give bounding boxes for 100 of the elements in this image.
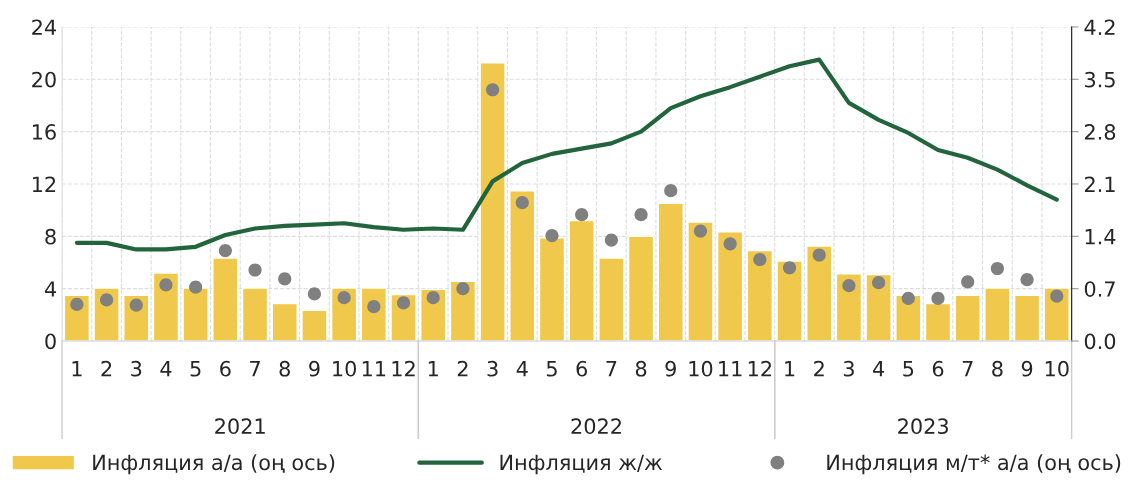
bar: [716, 231, 744, 342]
point: [278, 272, 292, 286]
text: 2022: [571, 418, 621, 435]
point: [367, 300, 381, 314]
x-tick-label: 5: [546, 361, 557, 377]
y2-tick-label: 0.7: [1084, 281, 1115, 297]
bar: [598, 257, 625, 342]
bar: [271, 302, 298, 342]
x-tick-label: 1: [72, 361, 82, 377]
point: [159, 278, 173, 292]
bar: [627, 235, 655, 342]
bar: [509, 190, 536, 342]
bar: [330, 287, 358, 342]
bar: [301, 309, 328, 342]
bar: [924, 302, 952, 342]
x-tick-label: 11: [719, 361, 742, 377]
bar: [479, 62, 506, 342]
point: [782, 261, 797, 275]
x-tick-label: 10: [689, 360, 713, 377]
legend-label: Инфляция м/т* а/а (оң ось): [827, 454, 1121, 475]
bar: [657, 202, 684, 342]
x-tick-label: 9: [1021, 360, 1033, 377]
x-tick-label: 6: [220, 360, 231, 377]
point: [1020, 273, 1034, 287]
x-tick-label: 4: [516, 361, 528, 377]
x-tick-label: 10: [333, 360, 356, 377]
point: [961, 275, 975, 289]
y2-tick-label: 2.8: [1084, 124, 1116, 140]
line-series: [74, 57, 1059, 252]
point: [99, 293, 114, 307]
y-tick-label: 4: [44, 281, 56, 297]
x-tick-label: 12: [392, 360, 415, 377]
x-tick-label: 8: [635, 360, 647, 377]
y2-tick-label: 0.0: [1084, 333, 1116, 350]
point: [515, 196, 529, 210]
bar: [984, 287, 1011, 342]
point: [753, 252, 767, 267]
legend-label: Инфляция а/а (оң ось): [93, 454, 335, 475]
x-tick-label: 5: [903, 361, 914, 377]
bar: [1013, 294, 1041, 342]
point: [456, 282, 470, 296]
point: [426, 291, 440, 305]
point: [575, 208, 589, 222]
text: 2023: [898, 418, 948, 435]
x-tick-label: 3: [131, 360, 142, 377]
x-tick-label: 9: [309, 360, 320, 377]
bar: [806, 245, 833, 342]
point: [396, 296, 411, 310]
point: [218, 243, 232, 258]
x-tick-label: 8: [279, 360, 290, 377]
y-tick-label: 12: [32, 176, 56, 192]
point: [337, 291, 351, 305]
bar: [212, 257, 239, 342]
x-tick-label: 4: [873, 361, 885, 377]
x-tick-label: 1: [428, 361, 438, 377]
point: [486, 83, 500, 97]
x-tick-label: 12: [748, 360, 772, 377]
x-tick-label: 6: [932, 360, 944, 377]
x-tick-label: 7: [250, 361, 260, 377]
y2-tick-label: 2.1: [1084, 176, 1115, 192]
bar: [241, 287, 269, 342]
x-tick-label: 2: [814, 360, 824, 377]
point: [812, 248, 826, 262]
x-tick-label: 3: [487, 360, 498, 377]
bar: [568, 219, 595, 342]
y-tick-label: 24: [32, 19, 56, 35]
point: [189, 280, 203, 294]
x-tick-label: 5: [190, 361, 201, 377]
y2-tick-label: 1.4: [1085, 229, 1116, 245]
bar: [1043, 287, 1070, 342]
y-tick-label: 20: [32, 71, 56, 88]
bar: [835, 273, 863, 342]
x-tick-label: 10: [1045, 360, 1069, 377]
bar: [538, 237, 566, 342]
point: [634, 208, 648, 222]
x-tick-label: 7: [962, 361, 973, 377]
bar: [449, 280, 477, 342]
point: [1050, 289, 1064, 303]
point: [129, 298, 143, 312]
x-tick-label: 2: [457, 360, 468, 377]
y2-tick-label: 3.5: [1085, 71, 1115, 88]
point: [604, 233, 618, 247]
x-tick-label: 9: [665, 360, 676, 377]
y-tick-label: 0: [45, 333, 56, 350]
x-tick-label: 1: [785, 361, 795, 377]
x-tick-label: 3: [843, 360, 854, 377]
x-tick-label: 4: [160, 361, 172, 377]
point: [693, 224, 708, 238]
point: [664, 184, 678, 198]
bar: [954, 294, 981, 342]
y-tick-label: 8: [45, 228, 56, 245]
point: [723, 237, 737, 251]
point: [842, 279, 856, 293]
bar: [687, 221, 714, 342]
bar: [776, 260, 803, 342]
y-tick-label: 16: [32, 124, 56, 140]
x-tick-label: 6: [576, 360, 587, 377]
bar: [746, 249, 774, 342]
point: [545, 229, 559, 243]
point: [248, 263, 262, 277]
